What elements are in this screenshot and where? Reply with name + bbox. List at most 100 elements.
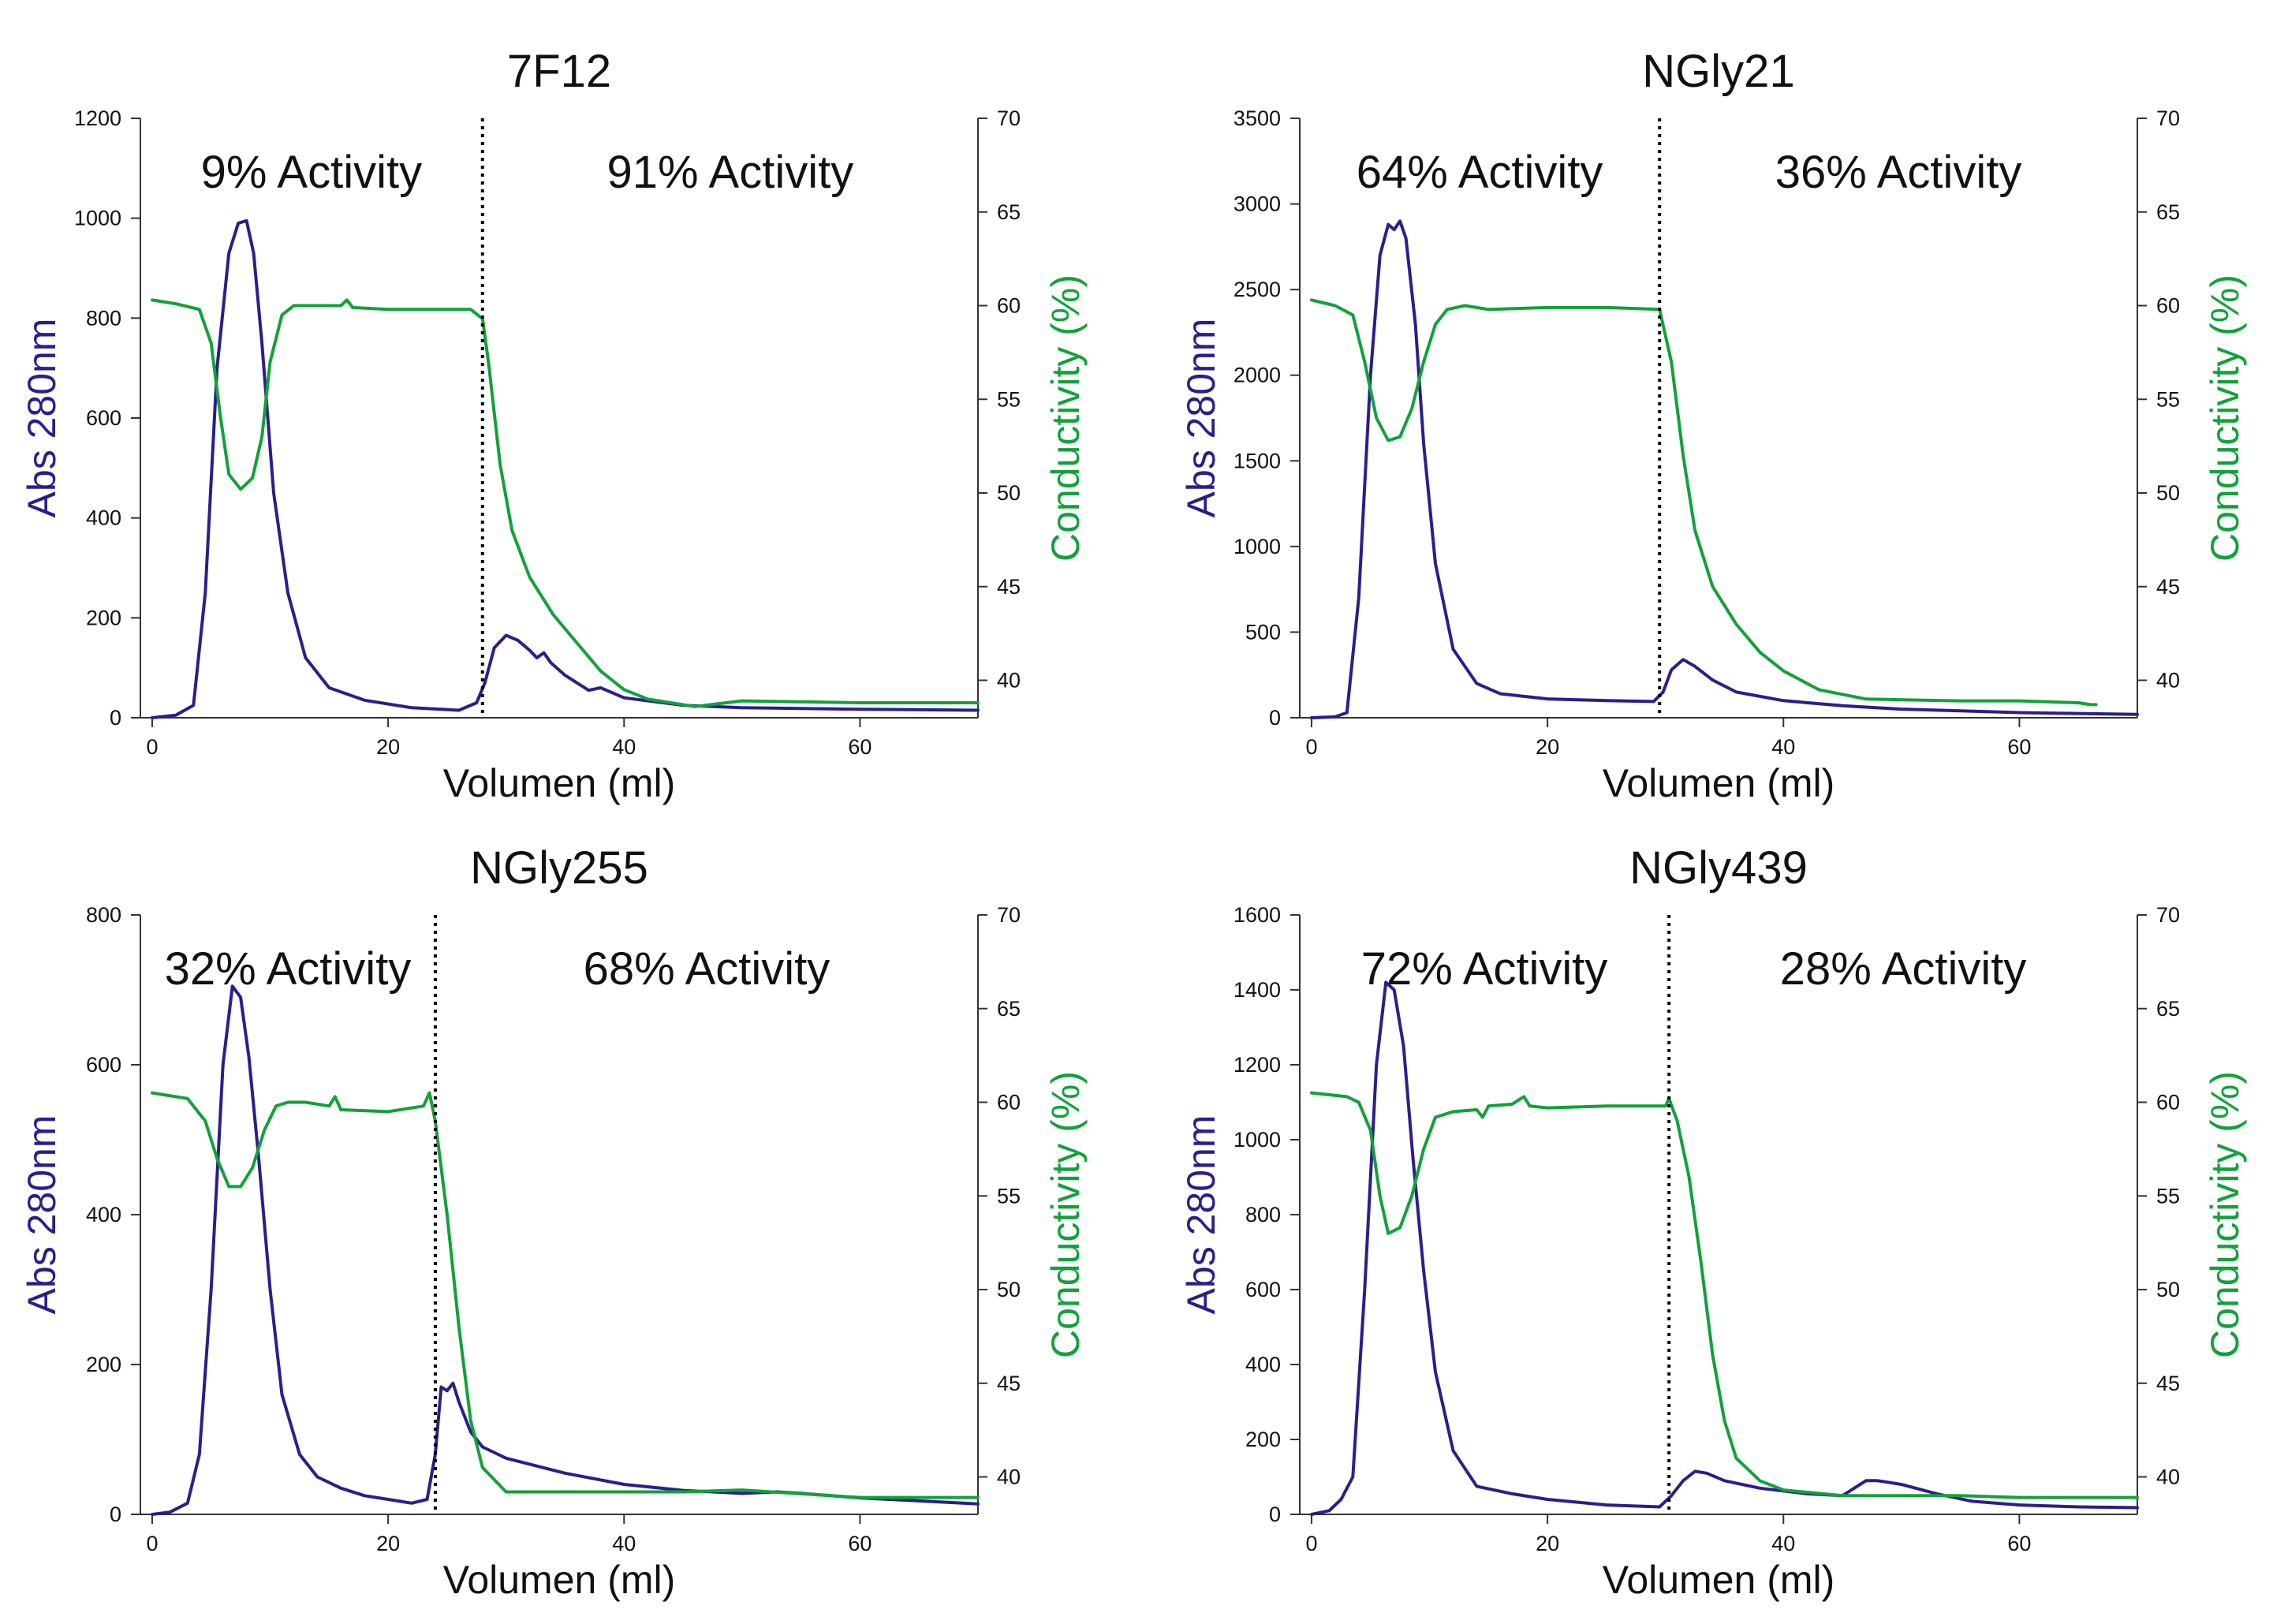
x-axis-label: Volumen (ml) (443, 1558, 676, 1602)
conductivity-series-line (1310, 1091, 2139, 1499)
x-tick-label: 20 (1536, 1532, 1559, 1555)
chart-title: NGly21 (1642, 46, 1794, 97)
x-axis-label: Volumen (ml) (1603, 1558, 1835, 1602)
y-tick-label: 800 (86, 306, 121, 330)
x-tick-label: 60 (848, 1532, 872, 1555)
y-tick-label: 1000 (1234, 535, 1281, 558)
x-tick-label: 60 (2007, 735, 2031, 759)
y-tick-label: 600 (1245, 1278, 1281, 1301)
chart-panel-NGly21: 0 500 1000 1500 2000 2500 3000 3500 40 45 50 55 60 65… (1179, 46, 2247, 805)
y-axis-label: Abs 280nm (1179, 1115, 1223, 1315)
y-tick-label: 3000 (1234, 192, 1281, 216)
y2-tick-label: 45 (997, 1372, 1021, 1395)
y-tick-label: 200 (1245, 1428, 1281, 1451)
y2-tick-label: 65 (2156, 997, 2180, 1021)
y-tick-label: 1400 (1234, 978, 1281, 1002)
y2-tick-label: 60 (2156, 294, 2180, 318)
y-tick-label: 0 (110, 1503, 121, 1526)
y2-tick-label: 65 (2156, 200, 2180, 224)
y2-tick-label: 70 (2156, 903, 2180, 927)
y-tick-label: 400 (1245, 1353, 1281, 1376)
y2-tick-label: 60 (2156, 1091, 2180, 1114)
activity-annotation-left: 32% Activity (165, 943, 412, 995)
y-tick-label: 1000 (74, 207, 121, 230)
y-tick-label: 400 (86, 1203, 121, 1226)
y-tick-label: 800 (86, 903, 121, 927)
y-tick-label: 2500 (1234, 278, 1281, 301)
x-axis-label: Volumen (ml) (443, 761, 676, 805)
x-tick-label: 60 (2007, 1532, 2031, 1555)
y2-tick-label: 65 (997, 997, 1021, 1021)
x-axis-label: Volumen (ml) (1603, 761, 1835, 805)
x-tick-label: 0 (1305, 1532, 1317, 1555)
y2-tick-label: 60 (997, 294, 1021, 318)
activity-annotation-left: 64% Activity (1357, 147, 1603, 198)
y2-tick-label: 50 (2156, 481, 2180, 505)
absorbance-series-line (1310, 980, 2139, 1516)
y2-tick-label: 65 (997, 200, 1021, 224)
y-tick-label: 200 (86, 1353, 121, 1376)
y2-tick-label: 70 (997, 106, 1021, 130)
chart-title: 7F12 (507, 46, 611, 97)
y2-axis-label: Conductivity (%) (2203, 274, 2247, 562)
absorbance-series-line (151, 218, 980, 719)
y2-axis-label: Conductivity (%) (1043, 274, 1088, 562)
y2-tick-label: 45 (2156, 1372, 2180, 1395)
y-axis-label: Abs 280nm (20, 1115, 64, 1315)
activity-annotation-right: 36% Activity (1775, 147, 2022, 198)
x-tick-label: 20 (376, 1532, 400, 1555)
y-tick-label: 0 (1269, 706, 1281, 730)
chart-title: NGly439 (1629, 842, 1808, 894)
y-tick-label: 0 (1269, 1503, 1281, 1526)
y-tick-label: 1000 (1234, 1128, 1281, 1152)
y2-tick-label: 60 (997, 1091, 1021, 1114)
chart-panel-NGly439: 0200400600800100012001400160040455055606… (1179, 842, 2247, 1602)
y-tick-label: 800 (1245, 1203, 1281, 1226)
y2-tick-label: 50 (997, 481, 1021, 505)
x-tick-label: 40 (1771, 1532, 1795, 1555)
y-tick-label: 0 (110, 706, 121, 730)
activity-annotation-right: 91% Activity (607, 147, 854, 198)
chart-panel-7F12: 0 200 400 600 800 1000 1200 40 45 50 55 60 65 70 0 20 40… (20, 46, 1088, 805)
y2-tick-label: 50 (997, 1278, 1021, 1301)
chart-panel-NGly255: 0 200 400 600 800 40 45 50 55 60 65 70 0 20 40 60 NGly25… (20, 842, 1088, 1602)
y2-tick-label: 40 (997, 669, 1021, 693)
x-tick-label: 40 (612, 1532, 636, 1555)
conductivity-series-line (1310, 298, 2098, 707)
y-tick-label: 1200 (74, 106, 121, 130)
y2-tick-label: 40 (2156, 669, 2180, 693)
x-tick-label: 0 (146, 1532, 158, 1555)
y2-tick-label: 45 (997, 575, 1021, 599)
y2-tick-label: 70 (2156, 106, 2180, 130)
y-tick-label: 200 (86, 606, 121, 629)
x-tick-label: 0 (1305, 735, 1317, 759)
y2-axis-label: Conductivity (%) (2203, 1071, 2247, 1358)
activity-annotation-left: 72% Activity (1361, 943, 1608, 995)
x-tick-label: 20 (376, 735, 400, 759)
y-tick-label: 3500 (1234, 106, 1281, 130)
x-tick-label: 0 (146, 735, 158, 759)
y-tick-label: 500 (1245, 620, 1281, 644)
y-tick-label: 1500 (1234, 449, 1281, 472)
y2-tick-label: 55 (997, 387, 1021, 411)
y2-axis-label: Conductivity (%) (1043, 1071, 1088, 1358)
absorbance-series-line (1310, 219, 2139, 719)
x-tick-label: 40 (612, 735, 636, 759)
conductivity-series-line (151, 298, 980, 708)
activity-annotation-right: 28% Activity (1780, 943, 2027, 995)
y-tick-label: 2000 (1234, 364, 1281, 387)
y-tick-label: 1200 (1234, 1053, 1281, 1077)
activity-annotation-left: 9% Activity (201, 147, 422, 198)
conductivity-series-line (151, 1091, 980, 1499)
y-tick-label: 600 (86, 1053, 121, 1077)
y-axis-label: Abs 280nm (20, 319, 64, 518)
y2-tick-label: 40 (2156, 1465, 2180, 1489)
y-axis-label: Abs 280nm (1179, 319, 1223, 518)
y-tick-label: 600 (86, 406, 121, 430)
absorbance-series-line (151, 984, 980, 1516)
chart-title: NGly255 (470, 842, 648, 894)
y2-tick-label: 55 (2156, 1184, 2180, 1208)
y2-tick-label: 70 (997, 903, 1021, 927)
y2-tick-label: 40 (997, 1465, 1021, 1489)
